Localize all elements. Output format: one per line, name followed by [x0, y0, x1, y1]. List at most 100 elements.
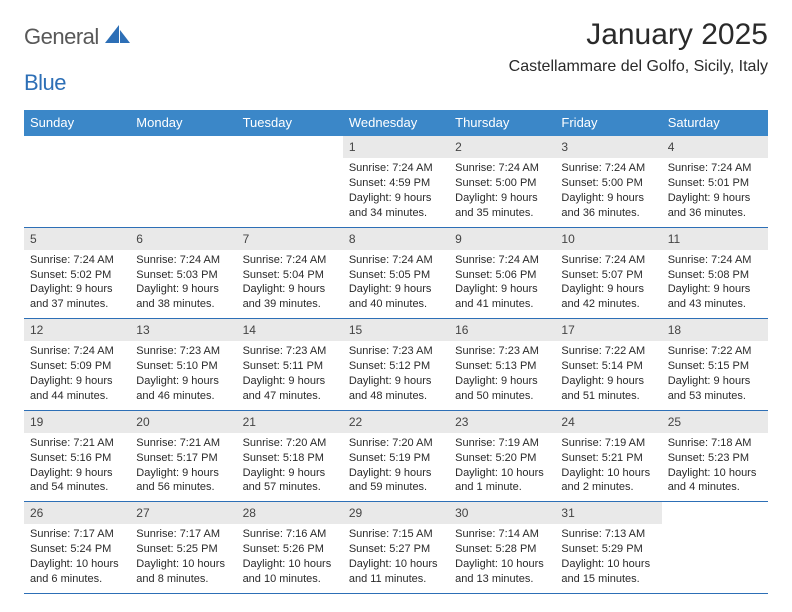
sunrise-line: Sunrise: 7:24 AM: [561, 161, 655, 176]
week-row: 26Sunrise: 7:17 AMSunset: 5:24 PMDayligh…: [24, 502, 768, 594]
sunset-line: Sunset: 5:05 PM: [349, 268, 443, 283]
sunset-line: Sunset: 5:11 PM: [243, 359, 337, 374]
daylight-line-2: and 39 minutes.: [243, 297, 337, 312]
sunset-line: Sunset: 5:26 PM: [243, 542, 337, 557]
sunrise-line: Sunrise: 7:24 AM: [455, 161, 549, 176]
sunset-line: Sunset: 5:10 PM: [136, 359, 230, 374]
day-cell: [24, 136, 130, 227]
day-number: 28: [237, 502, 343, 524]
daylight-line-2: and 6 minutes.: [30, 572, 124, 587]
daylight-line-1: Daylight: 10 hours: [668, 466, 762, 481]
day-cell: [662, 502, 768, 593]
sunrise-line: Sunrise: 7:15 AM: [349, 527, 443, 542]
brand-sail-icon: [105, 25, 131, 50]
day-cell: 3Sunrise: 7:24 AMSunset: 5:00 PMDaylight…: [555, 136, 661, 227]
sunrise-line: Sunrise: 7:24 AM: [349, 253, 443, 268]
sunrise-line: Sunrise: 7:21 AM: [136, 436, 230, 451]
sunset-line: Sunset: 5:00 PM: [561, 176, 655, 191]
day-cell: [130, 136, 236, 227]
calendar: Sunday Monday Tuesday Wednesday Thursday…: [24, 110, 768, 594]
daylight-line-1: Daylight: 10 hours: [561, 557, 655, 572]
sunrise-line: Sunrise: 7:22 AM: [561, 344, 655, 359]
day-number: 10: [555, 228, 661, 250]
sunset-line: Sunset: 5:25 PM: [136, 542, 230, 557]
daylight-line-1: Daylight: 9 hours: [668, 191, 762, 206]
daylight-line-2: and 47 minutes.: [243, 389, 337, 404]
day-number: 31: [555, 502, 661, 524]
dow-wed: Wednesday: [343, 110, 449, 136]
daylight-line-2: and 40 minutes.: [349, 297, 443, 312]
day-cell: 15Sunrise: 7:23 AMSunset: 5:12 PMDayligh…: [343, 319, 449, 410]
sunset-line: Sunset: 5:03 PM: [136, 268, 230, 283]
sunrise-line: Sunrise: 7:24 AM: [561, 253, 655, 268]
sunrise-line: Sunrise: 7:24 AM: [455, 253, 549, 268]
sunset-line: Sunset: 5:23 PM: [668, 451, 762, 466]
sunrise-line: Sunrise: 7:24 AM: [668, 161, 762, 176]
day-cell: 7Sunrise: 7:24 AMSunset: 5:04 PMDaylight…: [237, 228, 343, 319]
daylight-line-2: and 44 minutes.: [30, 389, 124, 404]
daylight-line-2: and 36 minutes.: [561, 206, 655, 221]
dow-thu: Thursday: [449, 110, 555, 136]
sunrise-line: Sunrise: 7:24 AM: [349, 161, 443, 176]
dow-fri: Friday: [555, 110, 661, 136]
day-cell: 18Sunrise: 7:22 AMSunset: 5:15 PMDayligh…: [662, 319, 768, 410]
day-cell: 16Sunrise: 7:23 AMSunset: 5:13 PMDayligh…: [449, 319, 555, 410]
daylight-line-1: Daylight: 9 hours: [668, 282, 762, 297]
sunrise-line: Sunrise: 7:21 AM: [30, 436, 124, 451]
sunrise-line: Sunrise: 7:17 AM: [136, 527, 230, 542]
daylight-line-1: Daylight: 9 hours: [136, 466, 230, 481]
day-cell: 13Sunrise: 7:23 AMSunset: 5:10 PMDayligh…: [130, 319, 236, 410]
day-cell: 25 Sunrise: 7:18 AMSunset: 5:23 PMDayligh…: [662, 411, 768, 502]
sunrise-line: Sunrise: 7:22 AM: [668, 344, 762, 359]
sunrise-line: Sunrise: 7:24 AM: [136, 253, 230, 268]
daylight-line-1: Daylight: 9 hours: [455, 191, 549, 206]
day-number: 6: [130, 228, 236, 250]
sunrise-line: Sunrise: 7:24 AM: [30, 344, 124, 359]
day-number: 25: [662, 411, 768, 433]
sunrise-line: Sunrise: 7:20 AM: [243, 436, 337, 451]
sunset-line: Sunset: 5:18 PM: [243, 451, 337, 466]
daylight-line-2: and 50 minutes.: [455, 389, 549, 404]
day-number: 12: [24, 319, 130, 341]
day-cell: 6 Sunrise: 7:24 AMSunset: 5:03 PMDaylight…: [130, 228, 236, 319]
daylight-line-1: Daylight: 9 hours: [136, 282, 230, 297]
daylight-line-1: Daylight: 9 hours: [243, 466, 337, 481]
week-row: 1Sunrise: 7:24 AMSunset: 4:59 PMDaylight…: [24, 136, 768, 228]
daylight-line-2: and 2 minutes.: [561, 480, 655, 495]
day-cell: 12Sunrise: 7:24 AMSunset: 5:09 PMDayligh…: [24, 319, 130, 410]
day-number: 20: [130, 411, 236, 433]
daylight-line-1: Daylight: 10 hours: [243, 557, 337, 572]
daylight-line-1: Daylight: 9 hours: [243, 374, 337, 389]
sunset-line: Sunset: 5:02 PM: [30, 268, 124, 283]
day-cell: 14Sunrise: 7:23 AMSunset: 5:11 PMDayligh…: [237, 319, 343, 410]
sunset-line: Sunset: 5:08 PM: [668, 268, 762, 283]
daylight-line-1: Daylight: 9 hours: [668, 374, 762, 389]
day-cell: 19Sunrise: 7:21 AMSunset: 5:16 PMDayligh…: [24, 411, 130, 502]
daylight-line-2: and 38 minutes.: [136, 297, 230, 312]
sunrise-line: Sunrise: 7:24 AM: [668, 253, 762, 268]
sunset-line: Sunset: 5:21 PM: [561, 451, 655, 466]
sunrise-line: Sunrise: 7:17 AM: [30, 527, 124, 542]
daylight-line-2: and 10 minutes.: [243, 572, 337, 587]
day-number: 24: [555, 411, 661, 433]
day-number: 30: [449, 502, 555, 524]
day-number: 17: [555, 319, 661, 341]
sunrise-line: Sunrise: 7:18 AM: [668, 436, 762, 451]
sunset-line: Sunset: 5:20 PM: [455, 451, 549, 466]
sunrise-line: Sunrise: 7:16 AM: [243, 527, 337, 542]
sunset-line: Sunset: 5:04 PM: [243, 268, 337, 283]
day-cell: 21Sunrise: 7:20 AMSunset: 5:18 PMDayligh…: [237, 411, 343, 502]
daylight-line-1: Daylight: 9 hours: [30, 466, 124, 481]
day-cell: 4Sunrise: 7:24 AMSunset: 5:01 PMDaylight…: [662, 136, 768, 227]
daylight-line-1: Daylight: 10 hours: [30, 557, 124, 572]
daylight-line-2: and 42 minutes.: [561, 297, 655, 312]
day-cell: 31Sunrise: 7:13 AMSunset: 5:29 PMDayligh…: [555, 502, 661, 593]
day-cell: 17Sunrise: 7:22 AMSunset: 5:14 PMDayligh…: [555, 319, 661, 410]
sunset-line: Sunset: 5:06 PM: [455, 268, 549, 283]
daylight-line-2: and 51 minutes.: [561, 389, 655, 404]
day-number: 22: [343, 411, 449, 433]
day-number: 3: [555, 136, 661, 158]
sunrise-line: Sunrise: 7:23 AM: [243, 344, 337, 359]
sunset-line: Sunset: 5:15 PM: [668, 359, 762, 374]
sunset-line: Sunset: 5:16 PM: [30, 451, 124, 466]
